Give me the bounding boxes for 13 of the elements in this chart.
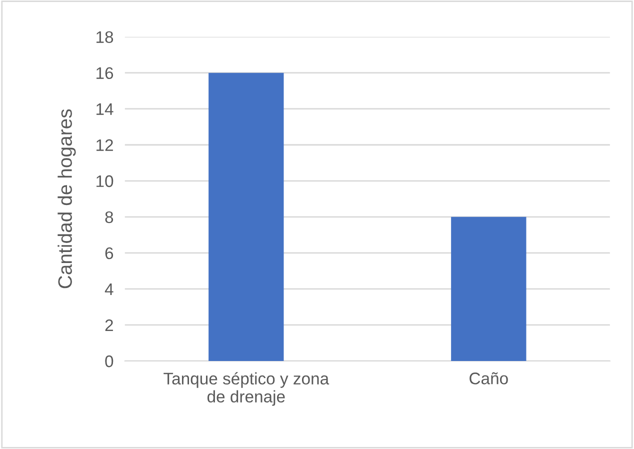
y-tick-label: 0 (105, 355, 114, 368)
y-tick-label: 6 (105, 247, 114, 260)
y-tick-label: 2 (105, 319, 113, 332)
y-tick-label: 16 (96, 67, 114, 80)
y-tick-label: 18 (96, 31, 114, 44)
y-axis-title: Cantidad de hogares (58, 109, 76, 288)
y-tick-label: 8 (105, 211, 114, 224)
y-tick-label: 12 (96, 139, 113, 151)
y-tick-label: 10 (96, 175, 114, 188)
x-tick-label: Tanque séptico y zona de drenaje (164, 372, 330, 406)
x-tick-label: Caño (470, 372, 508, 384)
y-tick-label: 14 (96, 103, 114, 115)
y-tick-label: 4 (104, 284, 114, 295)
